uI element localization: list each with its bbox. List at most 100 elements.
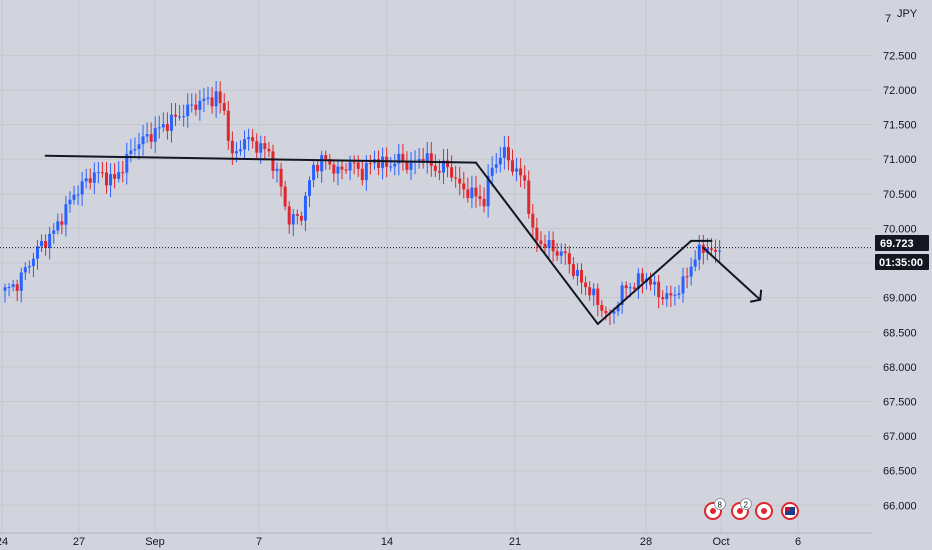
candle — [640, 267, 644, 294]
candle — [458, 166, 462, 196]
candle — [84, 168, 88, 189]
candle — [320, 150, 324, 183]
trend-line[interactable] — [596, 239, 693, 325]
time-tick-label: 7 — [256, 536, 262, 548]
candle — [393, 153, 397, 176]
candle — [23, 262, 27, 280]
candle — [429, 141, 433, 177]
candle — [64, 195, 68, 237]
candle — [88, 168, 92, 190]
candle — [287, 201, 291, 234]
candle — [665, 285, 669, 307]
last-price-text: 69.723 — [880, 238, 914, 250]
candle — [243, 130, 247, 160]
candle — [661, 290, 665, 306]
trend-line[interactable] — [44, 154, 477, 164]
candle — [417, 148, 421, 169]
price-tick-label: 67.000 — [883, 431, 917, 443]
candle — [466, 177, 470, 203]
candle — [194, 93, 198, 116]
candle — [649, 272, 653, 291]
event-badge-red-2[interactable]: 2 — [731, 498, 752, 520]
event-badge-red-1[interactable]: 8 — [704, 498, 726, 520]
candle — [312, 161, 316, 188]
candle — [502, 135, 506, 170]
candle — [377, 150, 381, 176]
event-badge-count-1: 8 — [718, 501, 723, 510]
candle — [669, 285, 673, 307]
candle — [68, 191, 72, 213]
arrow-head-icon — [749, 289, 763, 303]
price-tick-label: 66.500 — [883, 466, 917, 478]
candle — [624, 281, 628, 300]
candle — [40, 234, 44, 253]
price-tick-label: 67.500 — [883, 396, 917, 408]
candle — [575, 263, 579, 286]
candle — [56, 213, 60, 235]
candle — [494, 153, 498, 174]
price-tick-label: 72.500 — [883, 50, 917, 62]
candle — [52, 222, 56, 244]
event-badge-red-3[interactable] — [755, 502, 773, 520]
candle — [190, 93, 194, 113]
candle — [283, 180, 287, 211]
candle — [401, 143, 405, 171]
candle — [169, 103, 173, 143]
candle — [316, 160, 320, 179]
event-badges[interactable]: 8 2 — [704, 498, 799, 520]
price-tick-label: 71.000 — [883, 154, 917, 166]
candle — [165, 112, 169, 140]
candle — [478, 184, 482, 207]
candle — [506, 136, 510, 171]
candle — [523, 165, 527, 190]
price-tick-label: 68.000 — [883, 362, 917, 374]
flag-icon[interactable] — [781, 502, 799, 520]
time-tick-label: 14 — [381, 536, 393, 548]
candle — [685, 267, 689, 289]
candle — [474, 175, 478, 208]
candle — [247, 128, 251, 151]
time-tick-label: 21 — [509, 536, 521, 548]
candle — [161, 112, 165, 133]
candle — [295, 209, 299, 225]
trend-drawings[interactable] — [44, 154, 763, 325]
candle — [303, 191, 307, 232]
candle — [31, 252, 35, 278]
candle — [267, 141, 271, 158]
candle — [600, 300, 604, 318]
candle — [182, 104, 186, 127]
candle — [279, 162, 283, 197]
trend-line[interactable] — [702, 246, 762, 301]
time-tick-label: 24 — [0, 536, 8, 548]
candle — [141, 124, 145, 156]
candle — [275, 162, 279, 183]
candle — [563, 243, 567, 265]
candle — [35, 240, 39, 270]
candle — [336, 160, 340, 186]
candle — [693, 250, 697, 272]
candle — [15, 279, 19, 302]
candle — [198, 89, 202, 121]
candle — [616, 301, 620, 316]
candle — [596, 283, 600, 317]
candle — [340, 160, 344, 180]
candle — [588, 281, 592, 301]
candle — [636, 268, 640, 300]
candle — [186, 93, 190, 128]
candle — [222, 93, 226, 116]
time-axis[interactable]: 24 27 Sep 7 14 21 28 Oct 6 — [0, 532, 872, 548]
candle — [718, 240, 722, 263]
candle — [48, 226, 52, 260]
price-tick-label: 70.500 — [883, 189, 917, 201]
candle — [105, 161, 108, 194]
trend-line[interactable] — [474, 161, 599, 325]
candle — [677, 285, 681, 300]
candle — [486, 164, 490, 218]
candle — [385, 147, 389, 178]
candle — [206, 86, 210, 105]
candle — [149, 122, 153, 149]
candle — [113, 163, 117, 189]
candle — [381, 147, 385, 180]
